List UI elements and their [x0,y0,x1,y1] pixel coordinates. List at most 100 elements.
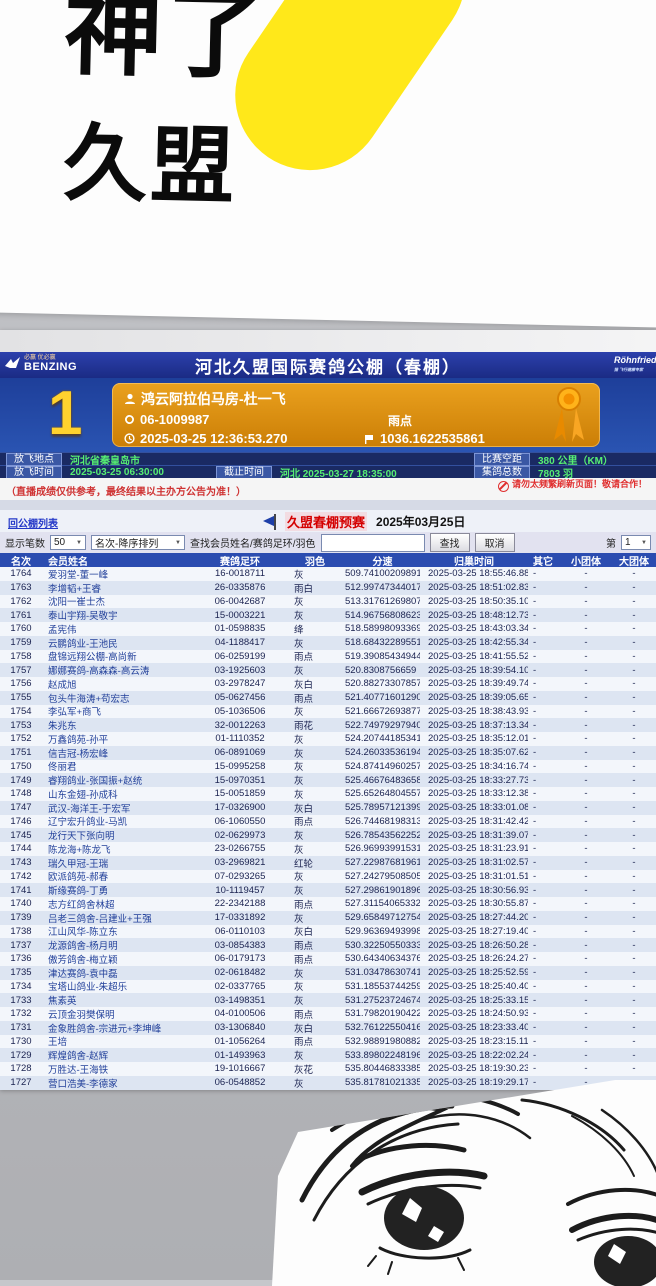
rohnfried-logo: Röhnfried 猎 飞行健康专家 [612,353,656,377]
cell-speed: 527.22987681961 [345,857,420,869]
cell-member: 武汉-海洋王-于宏军 [48,803,131,815]
cell-other: - [533,1022,537,1034]
header-speed: 分速 [372,556,393,568]
cell-feather: 灰 [294,831,304,843]
anime-sketch-image [272,1080,656,1286]
cell-other: - [533,884,537,896]
cell-member: 欧派鸽苑-郝春 [48,872,109,884]
prohibited-icon [498,481,509,492]
cell-return-time: 2025-03-25 18:30:55.870 [428,898,528,910]
cell-big-team: - [632,980,636,992]
cell-small-team: - [584,802,588,814]
table-row: 1743 瑞久甲冠-王瑞 03-2969821 红轮 527.22987681961 20… [0,855,656,870]
cell-big-team: - [632,967,636,979]
cell-member: 斯缘赛鸽-丁勇 [48,886,109,898]
back-to-loft-list-link[interactable]: 回公棚列表 [8,519,58,530]
cell-rank: 1761 [10,609,32,621]
cell-speed: 520.8308756659 [345,664,417,676]
cell-return-time: 2025-03-25 18:24:50.930 [428,1008,528,1020]
cell-ring: 01-1056264 [214,1035,266,1047]
cell-ring: 03-1306840 [214,1022,266,1034]
cell-other: - [533,788,537,800]
header-big-team: 大团体 [619,556,649,568]
cell-feather: 雨点 [294,652,314,664]
cell-big-team: - [632,623,636,635]
cell-speed: 527.24279508505 [345,870,420,882]
cell-member: 朱兆东 [48,721,77,733]
cell-big-team: - [632,1063,636,1075]
cell-speed: 524.26033536194 [345,747,420,759]
cell-other: - [533,582,537,594]
site-header-bar: 必赢 优必赢 BENZING 河北久盟国际赛鸽公棚（春棚） Röhnfried … [0,352,656,378]
cell-rank: 1750 [10,760,32,772]
cell-small-team: - [584,857,588,869]
cell-other: - [533,733,537,745]
cell-ring: 02-0629973 [214,829,266,841]
cell-feather: 雨点 [294,1009,314,1021]
cell-small-team: - [584,898,588,910]
chevron-down-icon: ▼ [175,539,181,546]
cell-big-team: - [632,1035,636,1047]
cell-return-time: 2025-03-25 18:35:07.620 [428,747,528,759]
cell-member: 万胜达-王海铁 [48,1064,109,1076]
cell-other: - [533,774,537,786]
cell-return-time: 2025-03-25 18:42:55.340 [428,637,528,649]
search-input[interactable] [320,533,425,552]
page-select[interactable]: 1 ▼ [621,535,651,550]
table-row: 1732 云顶金羽樊保明 04-0100506 雨点 531.79820190422 20… [0,1007,656,1021]
cell-speed: 530.32250550333 [345,939,420,951]
cell-big-team: - [632,788,636,800]
cell-big-team: - [632,637,636,649]
distance-label: 比赛空距 [474,452,530,466]
search-button[interactable]: 查找 [429,533,470,552]
header-rank: 名次 [11,556,31,568]
cell-return-time: 2025-03-25 18:26:24.270 [428,953,528,965]
cell-return-time: 2025-03-25 18:50:35.100 [428,595,528,607]
cell-ring: 03-1498351 [214,994,266,1006]
cell-return-time: 2025-03-25 18:35:12.010 [428,733,528,745]
cancel-button[interactable]: 取消 [474,533,515,552]
cell-speed: 526.96993991531 [345,843,420,855]
table-row: 1754 李弘军+商飞 05-1036506 灰 521.66672693877 2025… [0,704,656,719]
cell-feather: 雨点 [294,954,314,966]
cell-return-time: 2025-03-25 18:33:01.080 [428,802,528,814]
cell-small-team: - [584,870,588,882]
cell-ring: 06-1060550 [214,815,266,827]
header-member: 会员姓名 [48,556,88,568]
cell-rank: 1728 [10,1063,32,1075]
cell-small-team: - [584,733,588,745]
cell-other: - [533,705,537,717]
cell-small-team: - [584,939,588,951]
benzing-logo-text: BENZING [24,361,77,373]
cell-speed: 519.39085434944 [345,650,420,662]
table-controls: 显示笔数 50 ▼ 名次-降序排列 ▼ 查找会员姓名/赛鸽足环/羽色 查找 取消 第… [0,532,656,553]
deadline-label: 截止时间 [215,465,272,479]
cell-small-team: - [584,925,588,937]
cell-ring: 10-1119457 [215,884,265,896]
cell-return-time: 2025-03-25 18:33:27.730 [428,774,528,786]
cell-speed: 533.89802248196 [345,1049,420,1061]
cell-small-team: - [584,953,588,965]
cell-feather: 灰 [294,762,304,774]
cell-member: 云顶金羽樊保明 [48,1009,115,1021]
cell-speed: 522.74979297940 [345,719,420,731]
cell-feather: 灰 [294,1051,304,1063]
race-date: 2025年03月25日 [376,515,466,529]
cell-other: - [533,637,537,649]
cell-ring: 02-0337765 [214,980,266,992]
table-row: 1756 赵成旭 03-2978247 灰白 520.88273307857 2025-0… [0,677,656,691]
page-title: 河北久盟国际赛鸽公棚（春棚） [195,357,461,377]
sort-order-select[interactable]: 名次-降序排列 ▼ [91,535,185,550]
cell-big-team: - [632,678,636,690]
page-size-select[interactable]: 50 ▼ [50,535,86,550]
cell-big-team: - [632,953,636,965]
cell-return-time: 2025-03-25 18:41:55.520 [428,650,528,662]
cell-small-team: - [584,1077,588,1089]
cell-big-team: - [632,857,636,869]
cell-rank: 1731 [10,1022,32,1034]
race-info-row-1: 放飞地点 河北省秦皇岛市 比赛空距 380 公里（KM） [0,452,656,467]
cell-feather: 灰 [294,707,304,719]
cell-rank: 1729 [10,1049,32,1061]
cell-speed: 532.98891980882 [345,1035,420,1047]
cell-speed: 531.03478630741 [345,967,420,979]
